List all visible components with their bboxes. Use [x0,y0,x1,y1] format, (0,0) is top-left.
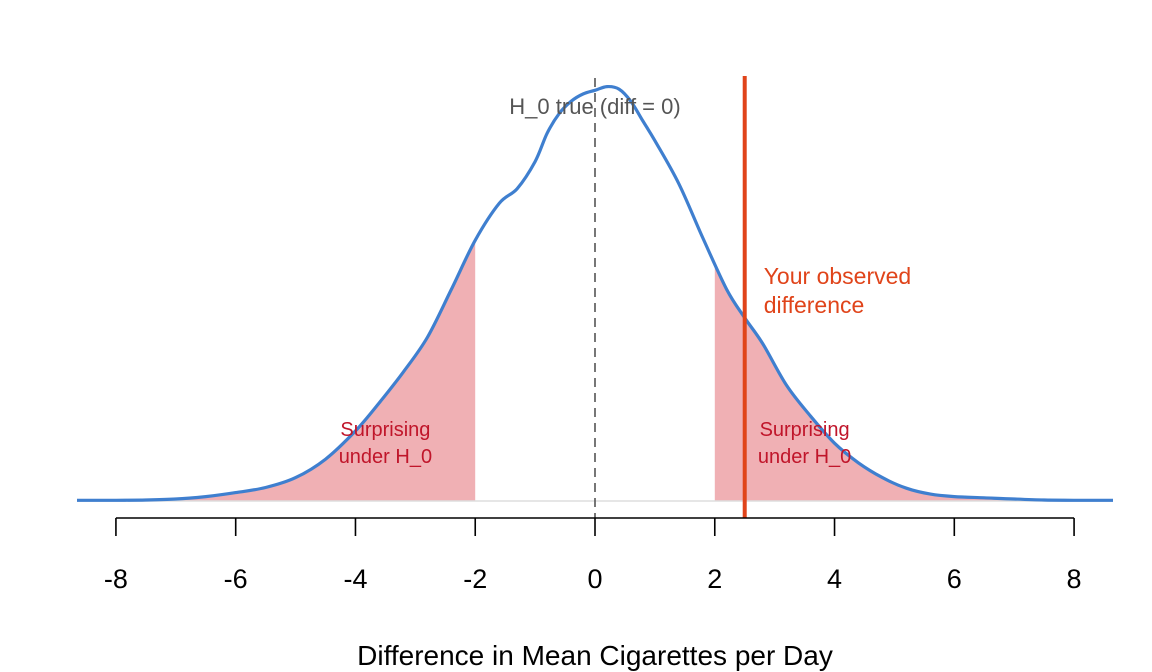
x-tick-label: 2 [707,564,722,594]
x-tick-label: 4 [827,564,842,594]
left-region-label: Surprising under H_0 [339,419,432,468]
x-tick-label: -2 [463,564,487,594]
observed-label-line: difference [764,292,865,318]
rejection-regions [77,240,1113,502]
observed-label-line: Your observed [764,263,911,289]
observed-difference-label: Your observed difference [764,263,911,318]
null-hypothesis-label: H_0 true (diff = 0) [509,94,680,119]
x-tick-label: -6 [224,564,248,594]
region-labels: Surprising under H_0 Surprising under H_0 [339,419,852,468]
x-tick-label: -8 [104,564,128,594]
density-curve [77,84,1113,502]
x-axis-title: Difference in Mean Cigarettes per Day [357,640,833,671]
x-axis: -8 -6 -4 -2 0 2 4 6 8 [104,517,1082,594]
x-tick-label: 0 [587,564,602,594]
right-region-label: Surprising under H_0 [758,419,851,468]
x-tick-label: 8 [1067,564,1082,594]
right-rejection-region [714,263,1113,501]
left-rejection-region [77,240,476,502]
x-tick-label: -4 [343,564,367,594]
x-tick-label: 6 [947,564,962,594]
